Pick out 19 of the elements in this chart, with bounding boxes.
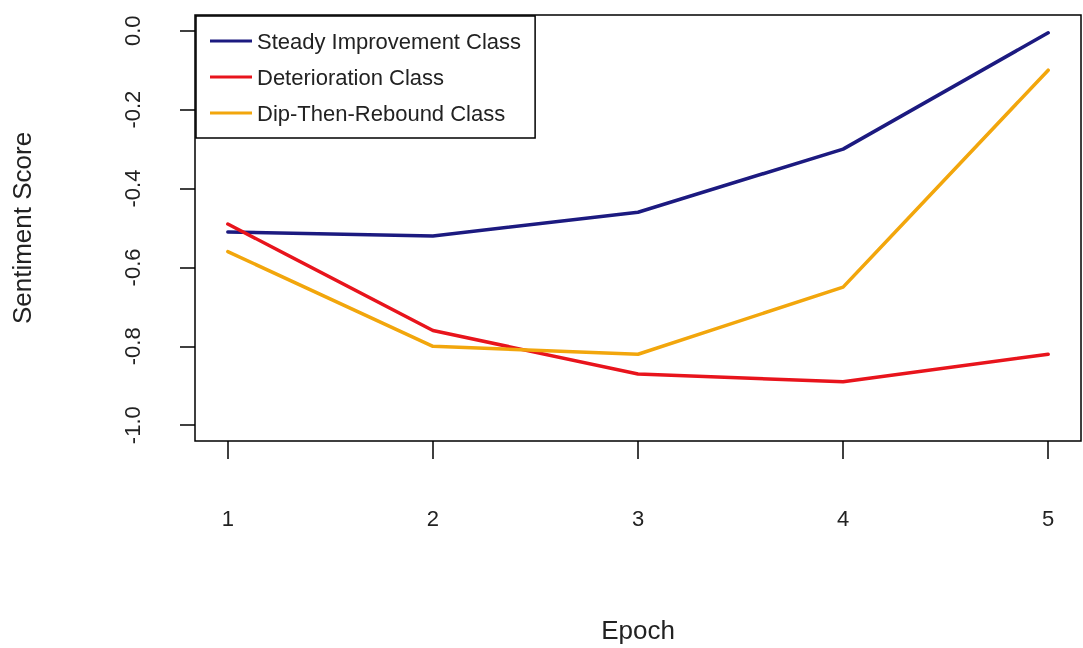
legend-label: Deterioration Class — [257, 64, 445, 90]
x-tick-label: 4 — [836, 505, 850, 531]
x-tick-label: 3 — [631, 505, 645, 531]
line-series — [226, 68, 1050, 356]
y-tick-label: -1.0 — [119, 406, 145, 445]
x-axis-title: Epoch — [601, 615, 675, 645]
x-tick-label: 1 — [221, 505, 234, 531]
y-axis-title: Sentiment Score — [7, 131, 37, 325]
legend-label: Dip-Then-Rebound Class — [257, 100, 506, 126]
y-tick-label: 0.0 — [119, 15, 145, 47]
y-tick-label: -0.4 — [119, 169, 145, 208]
line-series — [226, 222, 1050, 384]
line-series — [226, 31, 1050, 238]
y-tick-label: -0.8 — [119, 327, 145, 366]
x-tick-label: 5 — [1042, 505, 1055, 531]
x-tick-label: 2 — [426, 505, 440, 531]
y-tick-label: -0.6 — [119, 248, 145, 287]
y-tick-label: -0.2 — [119, 90, 145, 129]
legend-label: Steady Improvement Class — [257, 28, 522, 54]
